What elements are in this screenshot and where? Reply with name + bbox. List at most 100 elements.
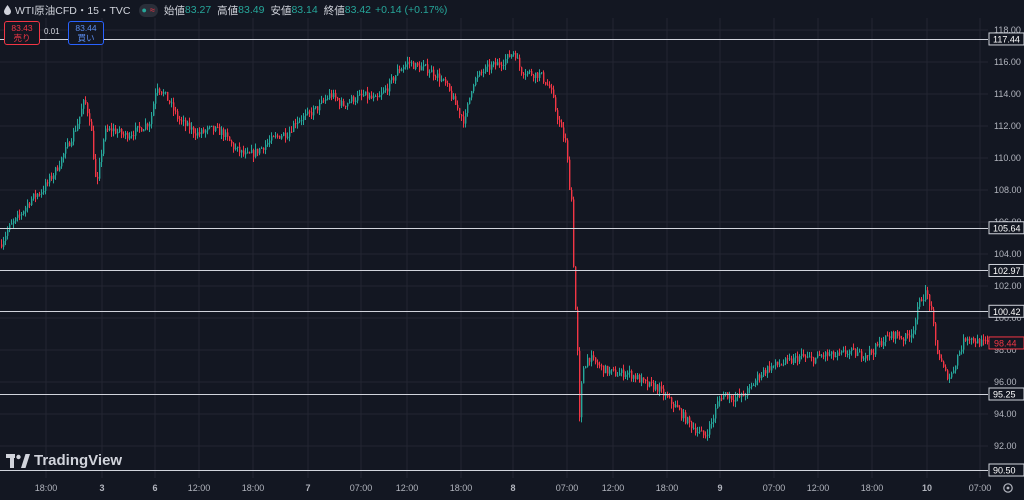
x-tick-label: 8 [510, 483, 515, 493]
level-label-box [988, 463, 1024, 477]
candle-body [355, 100, 357, 102]
candle-body [725, 392, 727, 395]
candle-body [647, 381, 649, 387]
candle-body [145, 123, 147, 130]
candle-body [909, 335, 911, 338]
candle-body [739, 394, 741, 397]
candle-body [177, 111, 179, 120]
candle-body [441, 79, 443, 82]
candle-body [289, 131, 291, 137]
candle-body [409, 61, 411, 63]
candle-body [505, 58, 507, 65]
candle-body [487, 64, 489, 67]
candle-body [397, 69, 399, 76]
candle-body [475, 78, 477, 86]
y-tick-label: 94.00 [994, 409, 1017, 419]
candle-body [141, 127, 143, 132]
y-tick-label: 108.00 [994, 185, 1022, 195]
symbol-title[interactable]: WTI原油CFD・15・TVC [15, 4, 131, 17]
candle-body [357, 95, 359, 101]
candle-body [247, 152, 249, 154]
sell-label: 売り [13, 33, 31, 43]
candle-body [765, 370, 767, 374]
candle-body [113, 128, 115, 132]
level-label: 117.44 [993, 34, 1020, 44]
candle-body [779, 364, 781, 366]
candle-body [563, 127, 565, 139]
candle-body [169, 100, 171, 104]
candle-body [155, 92, 157, 104]
market-status-pill[interactable]: ● ≈ [138, 3, 158, 17]
candle-body [57, 167, 59, 171]
candle-body [823, 355, 825, 357]
candle-body [573, 199, 575, 267]
candle-body [933, 309, 935, 324]
candle-body [313, 108, 315, 116]
gear-icon[interactable] [1003, 483, 1013, 493]
candle-body [683, 412, 685, 419]
candle-body [955, 365, 957, 371]
candle-body [429, 72, 431, 74]
candle-body [7, 230, 9, 236]
candle-body [925, 290, 927, 300]
candle-body [181, 120, 183, 122]
candle-body [285, 132, 287, 138]
candle-body [937, 340, 939, 354]
candle-body [661, 386, 663, 389]
level-label-box [988, 221, 1024, 235]
candle-body [865, 355, 867, 359]
candle-body [621, 369, 623, 373]
candle-body [139, 126, 141, 128]
candle-body [611, 369, 613, 371]
candle-body [763, 370, 765, 376]
candle-body [723, 394, 725, 400]
candle-body [153, 103, 155, 116]
candle-body [721, 398, 723, 400]
x-tick-label: 12:00 [602, 483, 625, 493]
candle-body [915, 319, 917, 331]
y-tick-label: 102.00 [994, 281, 1022, 291]
candle-body [863, 358, 865, 360]
candle-body [715, 408, 717, 419]
x-tick-label: 10 [922, 483, 932, 493]
candle-body [213, 125, 215, 131]
candle-body [495, 62, 497, 66]
candle-body [61, 157, 63, 167]
candle-body [359, 93, 361, 96]
candle-body [477, 75, 479, 79]
tradingview-logo[interactable]: TradingView [6, 452, 122, 469]
candle-body [95, 159, 97, 177]
candle-body [255, 148, 257, 157]
candle-body [675, 404, 677, 408]
candle-body [445, 79, 447, 84]
candle-body [31, 198, 33, 205]
candle-body [645, 379, 647, 382]
candle-body [305, 113, 307, 116]
candle-body [261, 147, 263, 149]
candle-body [25, 207, 27, 212]
y-tick-label: 92.00 [994, 441, 1017, 451]
candle-body [887, 335, 889, 337]
candle-body [785, 358, 787, 364]
candle-body [473, 85, 475, 92]
candle-body [199, 132, 201, 135]
candle-body [967, 338, 969, 341]
sell-button[interactable]: 83.43 売り [4, 21, 40, 45]
candle-body [641, 377, 643, 383]
candle-body [185, 120, 187, 126]
candle-body [837, 352, 839, 356]
candle-body [895, 331, 897, 339]
buy-button[interactable]: 83.44 買い [68, 21, 104, 45]
candle-body [539, 73, 541, 78]
candle-body [893, 331, 895, 339]
candle-body [41, 192, 43, 195]
candle-body [607, 365, 609, 374]
change-value: +0.14 (+0.17%) [375, 4, 448, 16]
last-price-label: 98.44 [994, 338, 1017, 348]
candle-body [687, 417, 689, 424]
candle-body [695, 427, 697, 434]
high-label: 高値 [217, 4, 239, 17]
candle-body [453, 96, 455, 100]
candle-body [125, 132, 127, 135]
